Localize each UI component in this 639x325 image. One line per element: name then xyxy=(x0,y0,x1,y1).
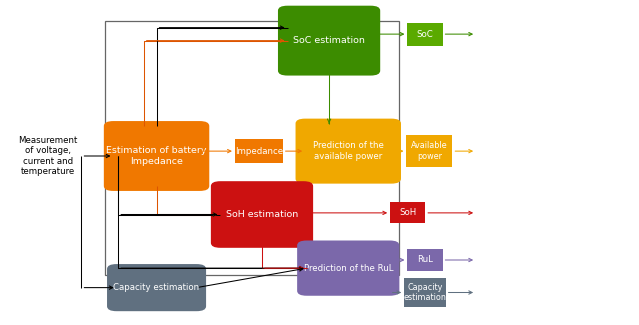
FancyBboxPatch shape xyxy=(295,119,401,184)
Text: Capacity
estimation: Capacity estimation xyxy=(403,283,447,302)
FancyBboxPatch shape xyxy=(211,181,313,248)
Text: RuL: RuL xyxy=(417,255,433,265)
Text: SoC estimation: SoC estimation xyxy=(293,36,365,45)
Bar xyxy=(105,21,399,275)
Text: SoC: SoC xyxy=(417,30,433,39)
FancyBboxPatch shape xyxy=(297,240,399,296)
Text: Capacity estimation: Capacity estimation xyxy=(114,283,199,292)
FancyBboxPatch shape xyxy=(278,6,380,76)
FancyBboxPatch shape xyxy=(104,121,210,191)
Bar xyxy=(408,250,443,270)
Text: Available
power: Available power xyxy=(411,141,448,161)
Text: SoH: SoH xyxy=(399,208,416,217)
Bar xyxy=(406,135,452,167)
FancyBboxPatch shape xyxy=(107,264,206,311)
Text: SoH estimation: SoH estimation xyxy=(226,210,298,219)
Bar xyxy=(235,139,283,163)
Text: Prediction of the RuL: Prediction of the RuL xyxy=(304,264,393,273)
Text: Measurement
of voltage,
current and
temperature: Measurement of voltage, current and temp… xyxy=(19,136,77,176)
Text: Prediction of the
available power: Prediction of the available power xyxy=(313,141,383,161)
Bar xyxy=(408,23,443,46)
Text: Impedance: Impedance xyxy=(235,147,283,156)
Text: Estimation of battery
Impedance: Estimation of battery Impedance xyxy=(106,146,207,166)
Bar xyxy=(390,202,426,224)
Bar xyxy=(404,278,446,307)
